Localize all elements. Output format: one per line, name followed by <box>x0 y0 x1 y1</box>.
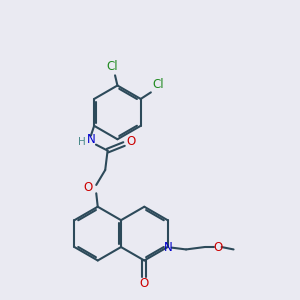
Text: O: O <box>140 277 149 290</box>
Text: N: N <box>86 133 95 146</box>
Text: O: O <box>126 135 135 148</box>
Text: H: H <box>78 136 86 147</box>
Text: Cl: Cl <box>107 61 118 74</box>
Text: O: O <box>84 182 93 194</box>
Text: Cl: Cl <box>152 78 164 91</box>
Text: O: O <box>213 241 223 254</box>
Text: N: N <box>164 241 172 254</box>
